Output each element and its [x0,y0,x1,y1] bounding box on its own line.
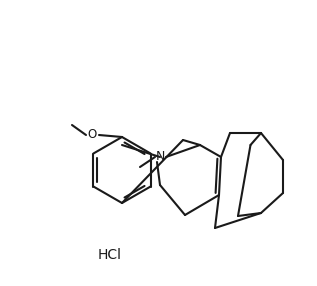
Text: O: O [87,128,97,142]
Text: HCl: HCl [98,248,122,262]
Text: N: N [155,150,165,164]
